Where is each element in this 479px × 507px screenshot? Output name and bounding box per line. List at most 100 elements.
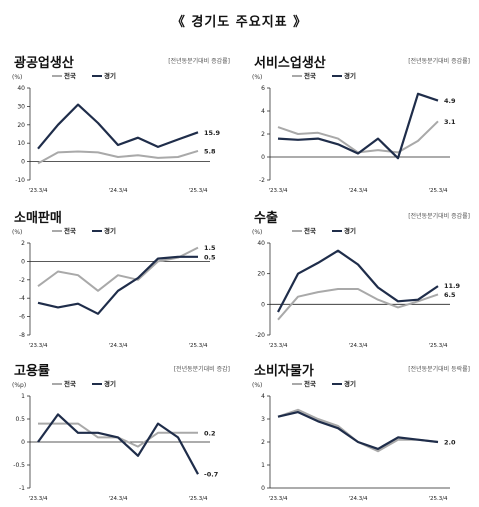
end-data-label: 11.9 (444, 282, 461, 290)
chart-panel-mining-manufacturing: 광공업생산 [전년동분기대비 증감률] (%) 전국 경기 -10 0 10 20 30 40 '… (4, 48, 234, 198)
chart-note: [전년동분기대비 증감률] (408, 58, 470, 65)
series-line-gyeonggi (277, 410, 439, 451)
end-data-label: 3.1 (444, 118, 456, 126)
y-axis-unit: (%) (252, 229, 262, 236)
y-tick-label: 2 (261, 439, 265, 446)
x-tick-label: '24.3/4 (108, 188, 128, 194)
y-tick-label: 0 (261, 154, 265, 161)
x-tick-label: '24.3/4 (108, 343, 128, 349)
y-tick-label: 20 (17, 122, 25, 129)
y-tick-label: -8 (19, 332, 25, 339)
chart-title: 서비스업생산 (254, 56, 326, 71)
y-tick-label: 0 (261, 485, 265, 492)
y-tick-label: -20 (255, 332, 265, 339)
chart-panel-retail-sales: 소매판매 (%) 전국 경기 -8 -6 -4 -2 0 2 '23.3/4 '24.3/4 '25.… (4, 203, 234, 353)
legend-label: 경기 (104, 71, 116, 80)
y-tick-label: 40 (17, 85, 25, 92)
end-data-label: 6.5 (444, 291, 456, 299)
x-tick-label: '24.3/4 (348, 188, 368, 194)
y-axis-unit: (%) (12, 74, 22, 81)
end-data-label: 2.0 (444, 439, 456, 447)
y-tick-label: 4 (261, 108, 265, 115)
y-tick-label: 0 (21, 258, 25, 265)
x-tick-label: '25.3/4 (428, 343, 448, 349)
x-tick-label: '25.3/4 (188, 188, 208, 194)
chart-panel-consumer-prices: 소비자물가 [전년동분기대비 등락률] (%) 전국 경기 0 1 2 3 4 '23.3/4 '… (244, 356, 474, 506)
series-line-gyeonggi (37, 103, 199, 150)
y-tick-label: 0.5 (15, 416, 25, 423)
chart-svg: (%) 전국 경기 0 1 2 3 4 '23.3/4 '24.3/4 '25.3/4 2.0 (252, 379, 456, 502)
chart-panel-employment-rate: 고용률 [전년동분기대비 증감] (%p) 전국 경기 -1 -0.5 0 0.5 1 '23.… (4, 356, 234, 506)
legend-label: 경기 (104, 226, 116, 235)
y-tick-label: -1 (19, 485, 25, 492)
series-line-nation (277, 120, 439, 154)
series-line-nation (277, 288, 439, 321)
legend-label: 경기 (104, 379, 116, 388)
page-title: 《 경기도 주요지표 》 (171, 15, 308, 30)
legend-label: 전국 (304, 226, 316, 235)
x-tick-label: '23.3/4 (268, 343, 288, 349)
y-tick-label: 0 (21, 159, 25, 166)
x-tick-label: '25.3/4 (188, 496, 208, 502)
y-axis-unit: (%) (252, 74, 262, 81)
chart-panel-exports: 수출 [전년동분기대비 증감률] (%) 전국 경기 -20 0 20 40 '23.3/4 '… (244, 203, 474, 353)
y-tick-label: -4 (19, 295, 25, 302)
chart-note: [전년동분기대비 증감] (173, 366, 230, 373)
series-line-nation (277, 408, 439, 453)
series-line-gyeonggi (277, 249, 439, 313)
chart-note: [전년동분기대비 증감률] (408, 213, 470, 220)
legend-label: 전국 (64, 71, 76, 80)
y-tick-label: 10 (17, 140, 25, 147)
series-line-nation (37, 246, 199, 292)
y-tick-label: 30 (17, 103, 25, 110)
legend-label: 전국 (64, 379, 76, 388)
y-axis-unit: (%p) (12, 382, 26, 389)
legend-label: 전국 (304, 379, 316, 388)
y-tick-label: 6 (261, 85, 265, 92)
x-tick-label: '24.3/4 (108, 496, 128, 502)
y-tick-label: 0 (261, 301, 265, 308)
y-axis-unit: (%) (252, 382, 262, 389)
end-data-label: 15.9 (204, 129, 221, 137)
y-tick-label: -10 (15, 177, 25, 184)
y-tick-label: -2 (259, 177, 265, 184)
x-tick-label: '24.3/4 (348, 496, 368, 502)
x-tick-label: '24.3/4 (348, 343, 368, 349)
y-tick-label: 3 (261, 416, 265, 423)
chart-note: [전년동분기대비 증감률] (168, 58, 230, 65)
x-tick-label: '25.3/4 (188, 343, 208, 349)
y-tick-label: 0 (21, 439, 25, 446)
end-data-label: 5.8 (204, 147, 216, 155)
end-data-label: -0.7 (204, 471, 218, 479)
end-data-label: 0.5 (204, 253, 216, 261)
series-line-gyeonggi (37, 255, 198, 315)
y-tick-label: -6 (19, 314, 25, 321)
end-data-label: 4.9 (444, 97, 456, 105)
y-tick-label: 20 (257, 271, 265, 278)
x-tick-label: '23.3/4 (28, 188, 48, 194)
series-line-gyeonggi (277, 92, 439, 160)
x-tick-label: '23.3/4 (28, 496, 48, 502)
chart-title: 소매판매 (14, 211, 62, 226)
y-tick-label: 40 (257, 240, 265, 247)
chart-svg: (%) 전국 경기 -8 -6 -4 -2 0 2 '23.3/4 '24.3/4 '25.3/4 1.… (12, 226, 216, 349)
y-tick-label: 4 (261, 393, 265, 400)
x-tick-label: '23.3/4 (268, 496, 288, 502)
y-tick-label: 2 (261, 131, 265, 138)
x-tick-label: '25.3/4 (428, 496, 448, 502)
x-tick-label: '23.3/4 (268, 188, 288, 194)
series-line-nation (37, 149, 199, 165)
chart-svg: (%) 전국 경기 -20 0 20 40 '23.3/4 '24.3/4 '25.3/4 6.51… (252, 226, 461, 349)
chart-title: 고용률 (14, 364, 50, 379)
chart-title: 광공업생산 (14, 56, 74, 71)
chart-svg: (%) 전국 경기 -2 0 2 4 6 '23.3/4 '24.3/4 '25.3/4 3.1 4.9 (252, 71, 456, 194)
end-data-label: 0.2 (204, 429, 216, 437)
legend-label: 경기 (344, 226, 356, 235)
legend-label: 전국 (304, 71, 316, 80)
y-tick-label: 2 (21, 240, 25, 247)
x-tick-label: '25.3/4 (428, 188, 448, 194)
legend-label: 전국 (64, 226, 76, 235)
legend-label: 경기 (344, 379, 356, 388)
y-axis-unit: (%) (12, 229, 22, 236)
y-tick-label: 1 (261, 462, 265, 469)
